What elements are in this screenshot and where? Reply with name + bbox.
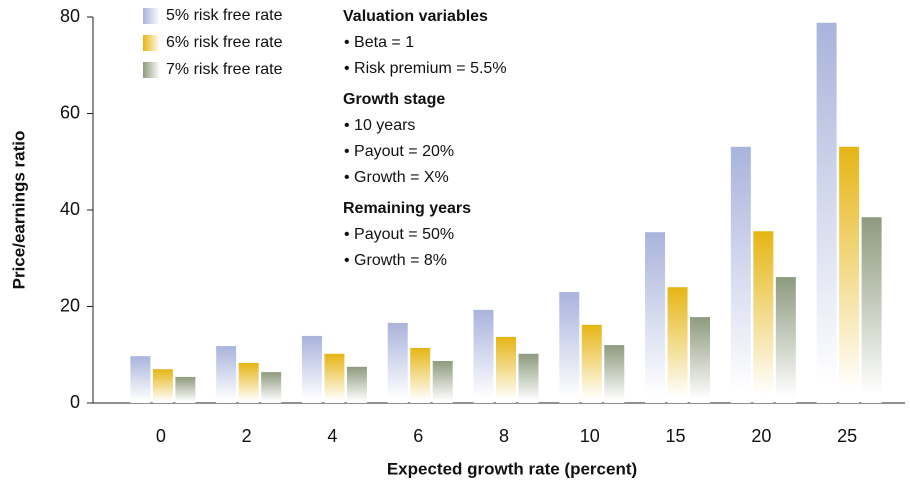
bar <box>753 231 774 403</box>
bar <box>152 369 173 403</box>
annotation-item: • Growth = X% <box>344 169 449 186</box>
bar <box>432 361 453 403</box>
bar <box>346 366 367 403</box>
annotation-item: • Risk premium = 5.5% <box>344 60 507 77</box>
legend-swatch <box>143 62 160 78</box>
bar <box>604 345 625 403</box>
legend-swatch <box>143 8 160 24</box>
bar <box>473 309 494 403</box>
bar <box>559 292 580 403</box>
annotation-item: • Beta = 1 <box>344 34 414 51</box>
bar <box>581 324 602 403</box>
y-tick-label: 60 <box>60 102 80 122</box>
x-tick-label: 25 <box>837 426 857 446</box>
y-tick-label: 80 <box>60 6 80 26</box>
x-tick-label: 4 <box>327 426 337 446</box>
bar <box>645 232 666 403</box>
bar <box>816 22 837 403</box>
bar <box>730 146 751 404</box>
annotation-item: • Growth = 8% <box>344 252 447 269</box>
bar <box>238 362 259 403</box>
annotation-heading: Growth stage <box>343 91 445 108</box>
annotation-item: • Payout = 20% <box>344 143 454 160</box>
bar <box>175 376 196 403</box>
x-tick-label: 0 <box>156 426 166 446</box>
bar <box>216 346 237 403</box>
legend-label: 7% risk free rate <box>166 61 283 78</box>
annotation-heading: Remaining years <box>343 200 471 217</box>
x-tick-label: 2 <box>242 426 252 446</box>
bar <box>667 287 688 403</box>
y-tick-label: 0 <box>70 392 80 412</box>
x-tick-label: 20 <box>751 426 771 446</box>
x-tick-label: 10 <box>580 426 600 446</box>
y-tick-label: 20 <box>60 295 80 315</box>
bar <box>410 347 431 403</box>
y-axis-title: Price/earnings ratio <box>9 131 28 290</box>
bar <box>261 372 282 403</box>
bar <box>387 322 408 403</box>
x-tick-label: 15 <box>666 426 686 446</box>
bar <box>861 217 882 403</box>
bar <box>496 336 516 403</box>
annotation-item: • 10 years <box>344 117 415 134</box>
legend-swatch <box>143 35 160 51</box>
bar <box>130 356 151 403</box>
annotation-item: • Payout = 50% <box>344 226 454 243</box>
bar <box>690 317 711 403</box>
bar <box>518 353 539 403</box>
bar <box>775 277 796 403</box>
bar <box>324 353 345 403</box>
annotation-heading: Valuation variables <box>343 8 488 25</box>
x-axis-title: Expected growth rate (percent) <box>387 459 637 478</box>
x-tick-label: 6 <box>413 426 423 446</box>
bar <box>301 335 322 403</box>
bar <box>839 146 860 404</box>
y-tick-label: 40 <box>60 199 80 219</box>
x-tick-label: 8 <box>499 426 509 446</box>
legend-label: 5% risk free rate <box>166 7 283 24</box>
legend-label: 6% risk free rate <box>166 34 283 51</box>
